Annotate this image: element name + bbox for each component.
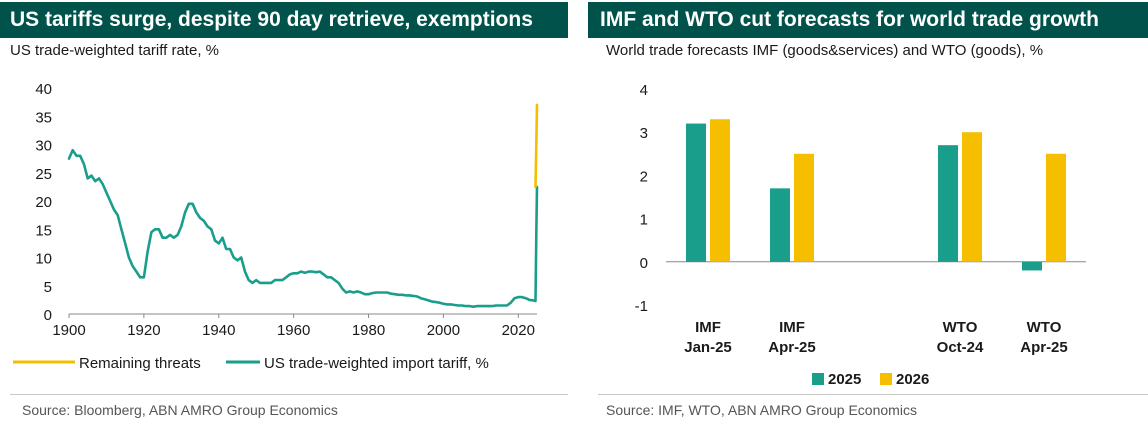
x-tick-label: 1960 [277, 322, 310, 339]
y-tick-label: 1 [640, 212, 648, 229]
chart-title: US tariffs surge, despite 90 day retriev… [0, 2, 568, 38]
chart-subtitle: World trade forecasts IMF (goods&service… [606, 42, 1044, 59]
y-tick-label: 5 [44, 279, 52, 296]
x-tick-label: 1940 [202, 322, 235, 339]
y-tick-label: 3 [640, 125, 648, 142]
x-tick-label: 1980 [352, 322, 385, 339]
x-tick-label: 2020 [502, 322, 535, 339]
legend-swatch-2026 [880, 373, 892, 385]
source-divider [598, 394, 1148, 395]
x-category-label: WTO [1027, 319, 1062, 336]
y-tick-label: 35 [35, 109, 52, 126]
y-tick-label: 4 [640, 82, 648, 99]
bar-2025-imf-jan-25 [686, 123, 706, 262]
x-category-label: IMF [695, 319, 721, 336]
y-tick-label: 2 [640, 168, 648, 185]
chart-title: IMF and WTO cut forecasts for world trad… [588, 2, 1148, 38]
y-tick-label: 30 [35, 138, 52, 155]
legend-label: 2025 [828, 371, 861, 388]
chart-subtitle: US trade-weighted tariff rate, % [10, 42, 219, 59]
x-category-label: IMF [779, 319, 805, 336]
legend-label: 2026 [896, 371, 929, 388]
y-tick-label: 20 [35, 194, 52, 211]
legend-label: US trade-weighted import tariff, % [264, 355, 489, 372]
bar-2026-imf-jan-25 [710, 119, 730, 262]
x-category-label: Jan-25 [684, 339, 732, 356]
tariff-line-chart: 0 5 10 15 20 25 30 35 40 1900 1920 1940 1960 1980 2000… [13, 81, 539, 372]
y-tick-label: 10 [35, 251, 52, 268]
bar-2026-imf-apr-25 [794, 153, 814, 262]
chart-source: Source: Bloomberg, ABN AMRO Group Econom… [22, 402, 338, 418]
bar-2025-wto-apr-25 [1022, 261, 1042, 271]
x-category-label: Oct-24 [937, 339, 984, 356]
trade-forecast-panel: IMF and WTO cut forecasts for world trad… [588, 0, 1148, 425]
remaining-threats-line [534, 103, 539, 189]
x-category-label: Apr-25 [1020, 339, 1068, 356]
bar-2026-wto-apr-25 [1046, 153, 1066, 262]
bar-2025-imf-apr-25 [770, 188, 790, 262]
chart-source: Source: IMF, WTO, ABN AMRO Group Economi… [606, 402, 917, 418]
source-divider [10, 394, 568, 395]
trade-forecast-bar-chart: -1 0 1 2 3 4 IMF Jan-25 IMF Apr-25 WTO Oct-24 WTO Apr… [635, 82, 1086, 388]
tariff-chart-panel: US tariffs surge, despite 90 day retriev… [0, 0, 568, 425]
y-tick-label: 0 [44, 307, 52, 324]
x-category-label: WTO [943, 319, 978, 336]
legend-label: Remaining threats [79, 355, 201, 372]
legend-swatch-2025 [812, 373, 824, 385]
bar-2025-wto-oct-24 [938, 145, 958, 262]
x-category-label: Apr-25 [768, 339, 816, 356]
y-tick-label: -1 [635, 298, 648, 315]
x-tick-label: 1900 [52, 322, 85, 339]
x-tick-label: 1920 [127, 322, 160, 339]
x-tick-label: 2000 [427, 322, 460, 339]
bar-2026-wto-oct-24 [962, 132, 982, 262]
y-tick-label: 25 [35, 166, 52, 183]
y-tick-label: 15 [35, 222, 52, 239]
y-tick-label: 40 [35, 81, 52, 98]
y-tick-label: 0 [640, 255, 648, 272]
import-tariff-line [67, 148, 539, 308]
